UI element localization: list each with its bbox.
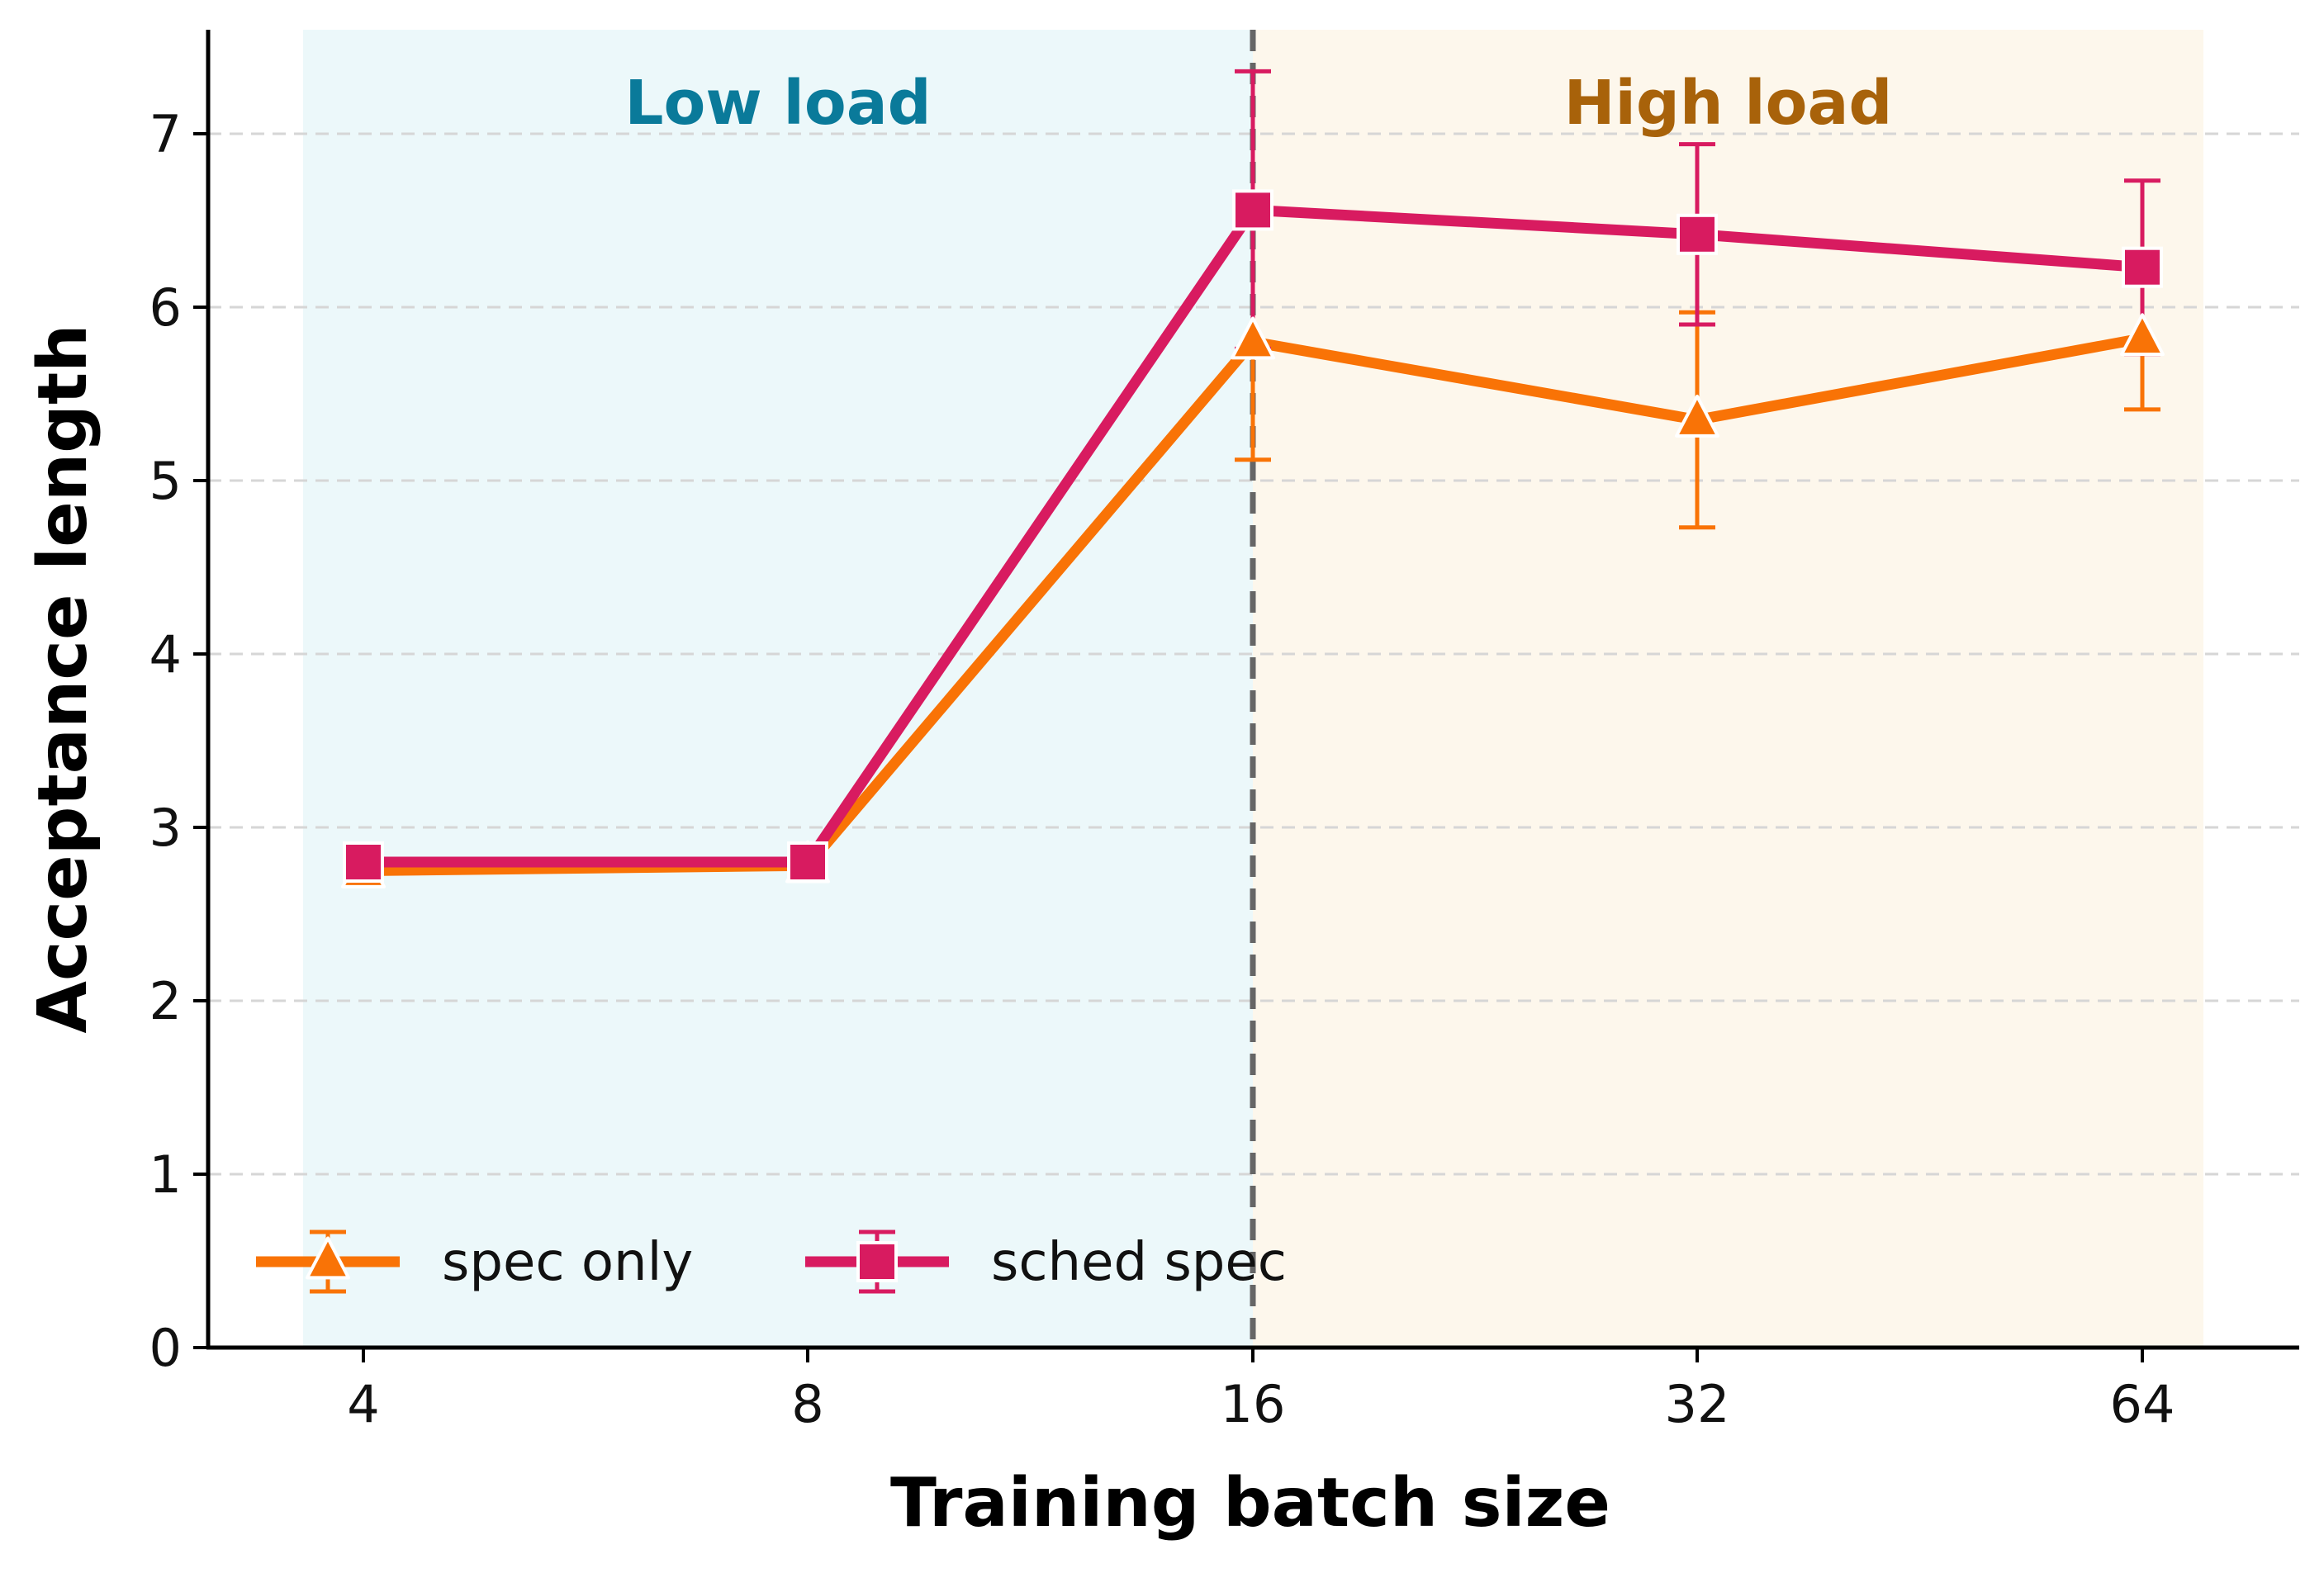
- x-tick-label-64: 64: [2110, 1374, 2175, 1434]
- y-tick-label-0: 0: [149, 1318, 182, 1378]
- y-tick-label-5: 5: [149, 451, 182, 511]
- y-tick-label-1: 1: [149, 1144, 182, 1205]
- data-point-16: [1232, 189, 1273, 231]
- y-tick-label-2: 2: [149, 971, 182, 1031]
- y-tick-label-4: 4: [149, 624, 182, 685]
- legend: spec only sched spec: [256, 1229, 1287, 1294]
- data-point-32: [1675, 394, 1719, 438]
- y-tick-label-7: 7: [149, 104, 182, 164]
- y-tick-label-3: 3: [149, 798, 182, 858]
- x-tick-label-4: 4: [347, 1374, 379, 1434]
- data-point-4: [343, 841, 384, 883]
- x-tick-label-32: 32: [1665, 1374, 1730, 1434]
- region-band-1: [303, 30, 1253, 1348]
- data-point-32: [1677, 213, 1718, 255]
- region-labels: Low load High load: [624, 68, 1892, 139]
- data-point-16: [1231, 316, 1275, 360]
- data-point-64: [2120, 313, 2165, 357]
- legend-entry-spec-only: spec only: [256, 1229, 693, 1294]
- legend-entry-sched-spec: sched spec: [805, 1229, 1287, 1294]
- x-ticks: 4 8 16 32 64: [347, 1348, 2175, 1434]
- region-label-1: Low load: [624, 68, 931, 139]
- legend-marker: [306, 1236, 350, 1280]
- region-label-2: High load: [1564, 68, 1893, 139]
- y-axis-title: Acceptance length: [24, 324, 102, 1033]
- markers-sched-spec: [343, 189, 2163, 883]
- x-axis-title: Training batch size: [890, 1464, 1610, 1542]
- y-ticks: 0 1 2 3 4 5 6 7: [149, 104, 208, 1378]
- data-point-64: [2122, 246, 2163, 288]
- grid-lines: [208, 132, 2299, 1176]
- series-group: [341, 69, 2165, 888]
- legend-label: sched spec: [991, 1232, 1287, 1293]
- legend-label: spec only: [442, 1232, 693, 1293]
- x-tick-label-16: 16: [1221, 1374, 1286, 1434]
- load-regions: [303, 30, 2203, 1348]
- legend-marker: [856, 1241, 898, 1282]
- y-tick-label-6: 6: [149, 277, 182, 338]
- data-point-8: [787, 841, 828, 883]
- region-band-2: [1253, 30, 2203, 1348]
- x-tick-label-8: 8: [791, 1374, 823, 1434]
